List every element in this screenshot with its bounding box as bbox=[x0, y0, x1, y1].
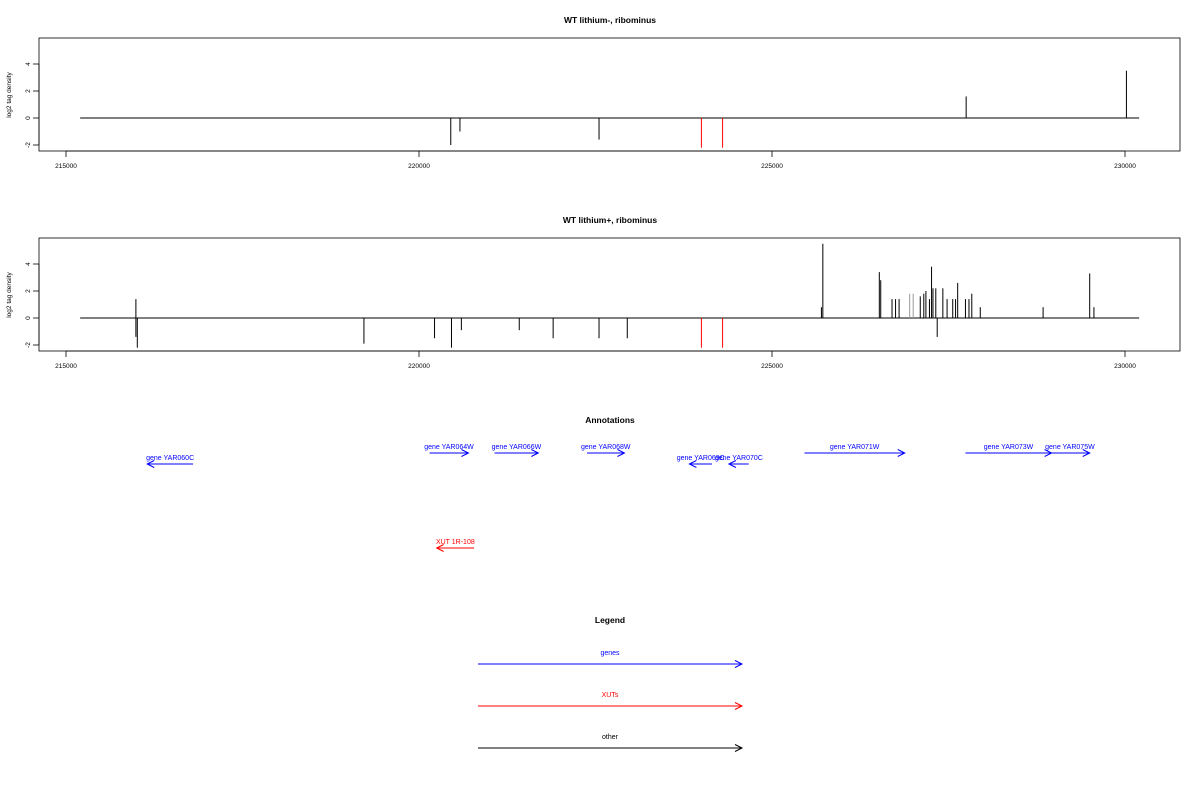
panel2-marks bbox=[80, 243, 1140, 348]
x-tick-label: 220000 bbox=[408, 363, 430, 370]
xut-arrow bbox=[435, 544, 475, 552]
panel1-x-axis: 215000 220000 225000 230000 bbox=[55, 150, 1136, 170]
x-tick-label: 225000 bbox=[761, 163, 783, 170]
x-tick-label: 230000 bbox=[1114, 163, 1136, 170]
panel1-y-axis: -2 0 2 4 bbox=[25, 62, 40, 148]
panel2-ylabel: log2 tag density bbox=[6, 271, 13, 317]
gene-arrow bbox=[587, 449, 626, 457]
legend-label: XUTs bbox=[602, 692, 619, 699]
xut-annotations: XUT 1R-108 bbox=[435, 539, 475, 552]
x-tick-label: 230000 bbox=[1114, 363, 1136, 370]
panel1-ylabel: log2 tag density bbox=[6, 71, 13, 117]
panel-lithium-minus: WT lithium-, ribominus log2 tag density … bbox=[6, 15, 1181, 170]
panel1-frame bbox=[38, 37, 1181, 152]
legend-arrow bbox=[478, 744, 744, 752]
y-tick-label: -2 bbox=[25, 142, 32, 148]
y-tick-label: 4 bbox=[25, 262, 32, 266]
xut-label: XUT 1R-108 bbox=[436, 539, 475, 546]
panel2-frame bbox=[38, 237, 1181, 352]
panel1-marks bbox=[80, 70, 1140, 148]
legend-label: genes bbox=[600, 650, 620, 657]
y-tick-label: 0 bbox=[25, 316, 32, 320]
y-tick-label: -2 bbox=[25, 342, 32, 348]
x-tick-label: 225000 bbox=[761, 363, 783, 370]
panel1-title: WT lithium-, ribominus bbox=[564, 15, 656, 25]
y-tick-label: 2 bbox=[25, 289, 32, 293]
legend-items: genes XUTs other bbox=[478, 650, 744, 752]
gene-arrow bbox=[727, 460, 749, 468]
legend-arrow bbox=[478, 702, 744, 710]
x-tick-label: 215000 bbox=[55, 163, 77, 170]
gene-arrow bbox=[494, 449, 540, 457]
gene-label: gene YAR075W bbox=[1045, 444, 1095, 451]
annotations-title: Annotations bbox=[585, 415, 635, 425]
gene-label: gene YAR073W bbox=[984, 444, 1034, 451]
gene-label: gene YAR069C bbox=[677, 455, 725, 462]
x-tick-label: 215000 bbox=[55, 363, 77, 370]
gene-arrow bbox=[146, 460, 194, 468]
y-tick-label: 2 bbox=[25, 89, 32, 93]
legend-arrow bbox=[478, 660, 744, 668]
gene-label: gene YAR066W bbox=[492, 444, 542, 451]
panel2-x-axis: 215000 220000 225000 230000 bbox=[55, 350, 1136, 370]
y-tick-label: 0 bbox=[25, 116, 32, 120]
gene-arrow bbox=[1050, 449, 1091, 457]
y-tick-label: 4 bbox=[25, 62, 32, 66]
gene-arrow bbox=[804, 449, 906, 457]
panel2-y-axis: -2 0 2 4 bbox=[25, 262, 40, 348]
x-tick-label: 220000 bbox=[408, 163, 430, 170]
gene-label: gene YAR064W bbox=[424, 444, 474, 451]
legend-title: Legend bbox=[595, 615, 625, 625]
gene-label: gene YAR068W bbox=[581, 444, 631, 451]
panel2-title: WT lithium+, ribominus bbox=[563, 215, 657, 225]
gene-arrow bbox=[429, 449, 470, 457]
gene-arrow bbox=[688, 460, 712, 468]
gene-label: gene YAR060C bbox=[146, 455, 194, 462]
gene-annotations: gene YAR060C gene YAR064W gene YAR066W gene… bbox=[146, 444, 1095, 468]
legend: Legend genes XUTs other bbox=[478, 615, 744, 752]
gene-label: gene YAR070C bbox=[715, 455, 763, 462]
gene-label: gene YAR071W bbox=[830, 444, 880, 451]
panel-lithium-plus: WT lithium+, ribominus log2 tag density … bbox=[6, 215, 1181, 370]
legend-label: other bbox=[602, 734, 619, 741]
